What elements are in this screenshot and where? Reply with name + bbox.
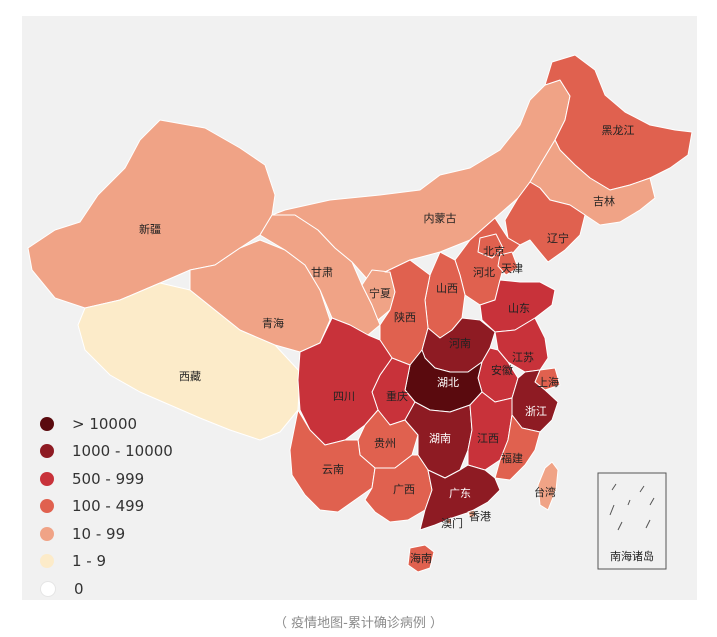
legend-item-10-99: 10 - 99: [40, 520, 173, 548]
province-beijing[interactable]: [477, 233, 504, 259]
label-qinghai: 青海: [262, 316, 284, 330]
label-liaoning: 辽宁: [547, 231, 569, 245]
legend-label: 100 - 499: [72, 497, 145, 516]
province-hongkong[interactable]: [467, 509, 477, 519]
inset-label: 南海诸岛: [610, 549, 654, 563]
legend-label: 0: [74, 579, 84, 598]
label-fujian: 福建: [501, 451, 523, 465]
legend-swatch: [40, 416, 54, 431]
province-sichuan[interactable]: [297, 317, 393, 446]
label-henan: 河南: [449, 337, 471, 350]
legend: > 10000 1000 - 10000 500 - 999 100 - 499…: [40, 410, 173, 603]
legend-swatch: [40, 499, 54, 514]
label-yunnan: 云南: [322, 463, 344, 476]
legend-swatch: [40, 580, 56, 597]
province-guangdong[interactable]: [419, 464, 501, 531]
label-taiwan: 台湾: [534, 485, 556, 499]
province-taiwan[interactable]: [537, 461, 559, 511]
label-anhui: 安徽: [491, 363, 513, 377]
label-tianjin: 天津: [501, 262, 523, 275]
label-beijing: 北京: [483, 244, 505, 258]
map-caption: （ 疫情地图-累计确诊病例 ）: [274, 616, 443, 631]
label-guizhou: 贵州: [374, 437, 396, 450]
legend-item-500-999: 500 - 999: [40, 465, 173, 493]
legend-label: 10 - 99: [72, 524, 126, 543]
label-sichuan: 四川: [333, 390, 355, 403]
legend-swatch: [40, 554, 54, 569]
legend-label: 1 - 9: [72, 552, 107, 571]
label-chongqing: 重庆: [386, 389, 408, 403]
legend-item-1-9: 1 - 9: [40, 548, 173, 576]
label-hunan: 湖南: [429, 432, 451, 445]
label-hongkong: 香港: [469, 510, 491, 523]
legend-label: 1000 - 10000: [72, 442, 173, 461]
label-hainan: 海南: [410, 551, 432, 565]
label-guangxi: 广西: [393, 483, 415, 496]
legend-item-1000-10000: 1000 - 10000: [40, 438, 173, 466]
label-xizang: 西藏: [179, 370, 201, 383]
legend-swatch: [40, 444, 54, 459]
legend-label: > 10000: [72, 414, 138, 433]
label-gansu: 甘肃: [311, 266, 333, 279]
label-ningxia: 宁夏: [369, 286, 391, 300]
province-hainan[interactable]: [407, 544, 435, 573]
province-macau[interactable]: [445, 517, 453, 525]
province-qinghai[interactable]: [189, 239, 331, 353]
legend-item-0: 0: [40, 575, 173, 603]
label-jilin: 吉林: [593, 194, 615, 208]
province-heilongjiang[interactable]: [544, 54, 693, 191]
label-guangdong: 广东: [449, 487, 471, 500]
label-macau: 澳门: [441, 516, 463, 530]
province-tianjin[interactable]: [497, 251, 519, 276]
label-hubei: 湖北: [437, 376, 459, 389]
legend-label: 500 - 999: [72, 469, 145, 488]
label-hebei: 河北: [473, 266, 495, 279]
label-shanxi: 山西: [436, 282, 458, 295]
label-neimenggu: 内蒙古: [424, 211, 457, 225]
label-shanghai: 上海: [537, 375, 559, 389]
label-xinjiang: 新疆: [139, 222, 161, 236]
label-jiangsu: 江苏: [512, 351, 534, 364]
label-shaanxi: 陕西: [394, 310, 416, 324]
province-fujian[interactable]: [494, 414, 541, 481]
legend-item-gt-10000: > 10000: [40, 410, 173, 438]
label-shandong: 山东: [508, 302, 530, 315]
legend-swatch: [40, 471, 54, 486]
label-zhejiang: 浙江: [525, 405, 547, 418]
south-china-sea-inset: 南海诸岛: [597, 472, 667, 570]
legend-item-100-499: 100 - 499: [40, 493, 173, 521]
label-jiangxi: 江西: [477, 432, 499, 445]
legend-swatch: [40, 526, 54, 541]
label-heilongjiang: 黑龙江: [602, 124, 635, 137]
